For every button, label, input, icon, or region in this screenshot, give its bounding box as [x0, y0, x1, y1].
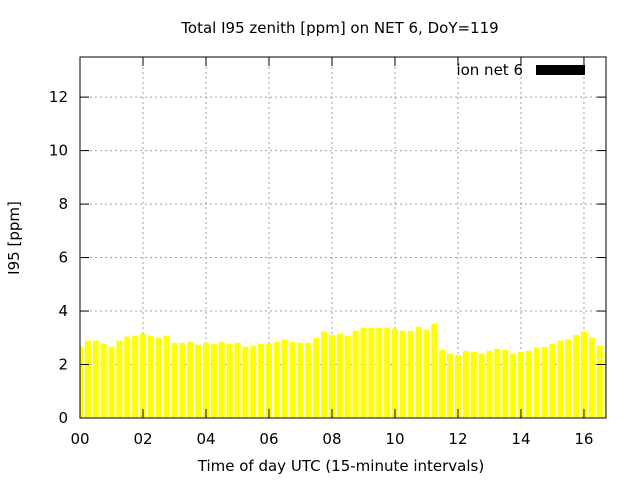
- bar: [84, 340, 91, 418]
- x-tick-label: 04: [196, 430, 215, 448]
- bar: [132, 335, 139, 418]
- bar: [391, 328, 398, 418]
- legend-label: ion net 6: [456, 61, 523, 79]
- bar: [588, 337, 595, 418]
- bar: [580, 331, 587, 418]
- bar: [462, 350, 469, 418]
- bar: [281, 339, 288, 418]
- grid: [80, 57, 606, 418]
- bar: [305, 342, 312, 418]
- bar: [234, 342, 241, 418]
- bar: [533, 347, 540, 418]
- bar: [242, 346, 249, 418]
- bar: [376, 327, 383, 418]
- bar: [439, 349, 446, 418]
- bar: [289, 341, 296, 418]
- bar: [510, 353, 517, 418]
- bar: [195, 344, 202, 418]
- bar: [384, 327, 391, 418]
- x-tick-label: 08: [322, 430, 341, 448]
- bar: [297, 342, 304, 418]
- x-tick-labels: 00 02 04 06 08 10 12 14 16: [70, 430, 593, 448]
- y-tick-label: 0: [58, 409, 68, 427]
- y-axis-label: I95 [ppm]: [5, 201, 23, 275]
- bar: [478, 353, 485, 418]
- chart-title: Total I95 zenith [ppm] on NET 6, DoY=119: [180, 19, 498, 37]
- y-tick-label: 6: [58, 249, 68, 267]
- x-tick-label: 06: [259, 430, 278, 448]
- bar: [573, 334, 580, 418]
- bar: [502, 349, 509, 418]
- bar: [525, 350, 532, 418]
- bar: [486, 350, 493, 418]
- bar: [454, 354, 461, 418]
- bar: [565, 339, 572, 418]
- y-tick-labels: 0 2 4 6 8 10 12: [49, 88, 68, 427]
- bar: [179, 342, 186, 418]
- bar: [447, 353, 454, 418]
- bar: [431, 323, 438, 418]
- y-tick-label: 4: [58, 302, 68, 320]
- bar: [147, 335, 154, 418]
- bar: [352, 330, 359, 418]
- x-tick-label: 12: [448, 430, 467, 448]
- bar: [108, 346, 115, 418]
- bar: [226, 343, 233, 418]
- y-tick-label: 8: [58, 195, 68, 213]
- bar: [100, 343, 107, 418]
- bar: [360, 327, 367, 418]
- bar: [313, 337, 320, 418]
- bar: [399, 330, 406, 418]
- bar: [336, 333, 343, 418]
- x-tick-label: 02: [133, 430, 152, 448]
- y-tick-label: 2: [58, 356, 68, 374]
- bar: [124, 336, 131, 418]
- bar: [557, 340, 564, 418]
- bar: [423, 329, 430, 418]
- bar: [273, 341, 280, 418]
- plot-frame: [79, 56, 607, 419]
- bar: [494, 348, 501, 418]
- bar: [163, 335, 170, 418]
- bar: [549, 343, 556, 418]
- bar: [218, 341, 225, 418]
- bar: [368, 327, 375, 418]
- x-tick-label: 14: [511, 430, 530, 448]
- bar: [541, 346, 548, 418]
- bar: [407, 330, 414, 418]
- bar: [328, 334, 335, 418]
- ticks: [79, 57, 606, 419]
- bar: [80, 346, 83, 418]
- x-tick-label: 00: [70, 430, 89, 448]
- y-tick-label: 10: [49, 142, 68, 160]
- bar: [202, 342, 209, 418]
- bar: [604, 350, 606, 418]
- bar: [140, 333, 146, 418]
- legend: ion net 6: [456, 61, 585, 79]
- bar: [250, 345, 257, 418]
- bar: [187, 341, 194, 418]
- bar: [321, 331, 328, 418]
- bar: [155, 337, 162, 418]
- bar: [265, 343, 272, 418]
- bar: [116, 340, 123, 418]
- bars: [80, 323, 606, 418]
- y-tick-label: 12: [49, 88, 68, 106]
- bar: [596, 345, 603, 418]
- bar: [415, 326, 422, 418]
- x-tick-label: 10: [385, 430, 404, 448]
- bar: [171, 342, 178, 418]
- bar: [344, 335, 351, 418]
- bar: [92, 340, 99, 418]
- x-tick-label: 16: [574, 430, 593, 448]
- bar: [210, 343, 217, 418]
- bar: [470, 351, 477, 418]
- x-axis-label: Time of day UTC (15-minute intervals): [197, 457, 484, 475]
- legend-swatch: [536, 65, 585, 75]
- bar: [517, 351, 524, 418]
- bar: [258, 343, 265, 418]
